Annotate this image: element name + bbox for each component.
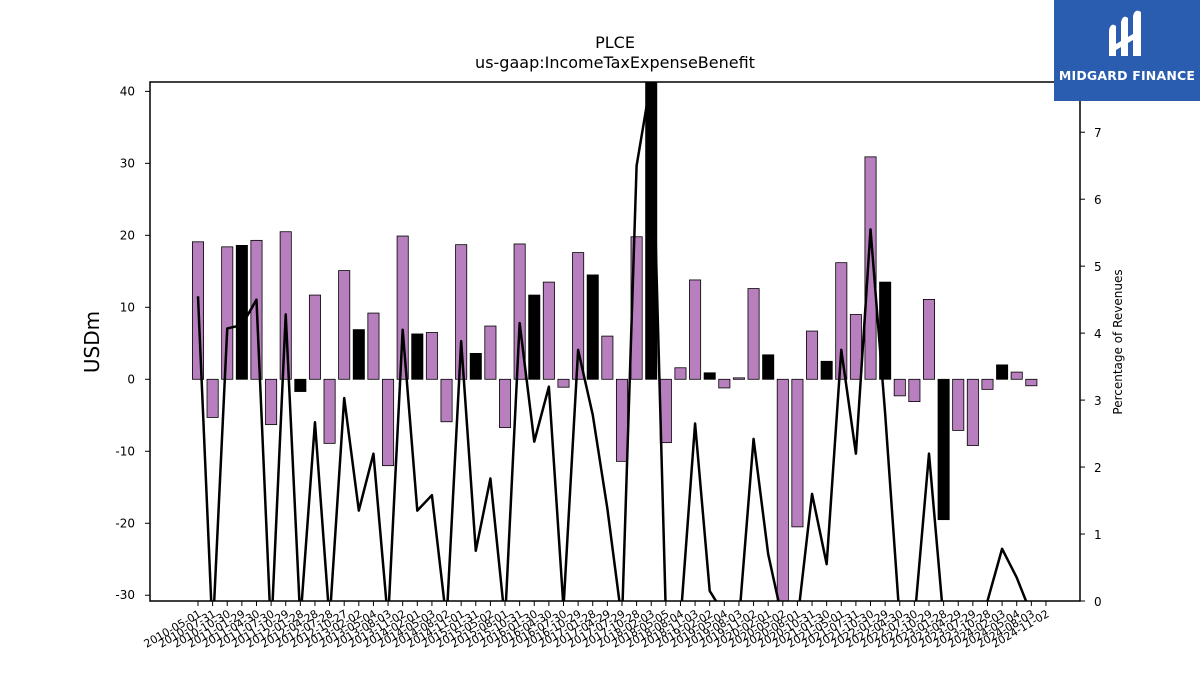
bar xyxy=(718,378,731,389)
bar xyxy=(849,314,862,380)
y-tick-label-right: 4 xyxy=(1094,327,1102,341)
bar xyxy=(1025,378,1038,387)
y-tick-label: 10 xyxy=(120,300,135,314)
bar xyxy=(966,378,979,446)
bar xyxy=(440,378,453,423)
bar xyxy=(615,378,628,462)
bar xyxy=(703,372,716,380)
bar xyxy=(937,378,950,521)
logo: MIDGARD FINANCE xyxy=(1054,0,1200,101)
bar xyxy=(411,333,424,380)
y-tick-label: 0 xyxy=(127,372,135,386)
bar xyxy=(382,378,395,467)
bar xyxy=(396,235,409,380)
y-tick-label-right: 3 xyxy=(1094,394,1102,408)
bar xyxy=(747,288,760,380)
bar xyxy=(367,312,380,380)
bar xyxy=(952,378,965,431)
bar xyxy=(528,294,541,380)
y-tick-label-right: 7 xyxy=(1094,126,1102,140)
bar xyxy=(864,156,877,380)
bar xyxy=(572,252,585,380)
bar xyxy=(484,325,497,380)
bar xyxy=(542,281,555,380)
bar xyxy=(981,378,994,390)
bar xyxy=(674,367,687,380)
bar xyxy=(294,378,307,392)
bar xyxy=(235,244,248,380)
axes: -30-20-10010203040012345672010-05-012010… xyxy=(115,81,1102,651)
midgard-logo-icon xyxy=(1109,10,1141,57)
bar xyxy=(762,354,775,380)
y-tick-label-right: 1 xyxy=(1094,528,1102,542)
y-tick-label: 30 xyxy=(120,156,135,170)
bar xyxy=(499,378,512,428)
line-series xyxy=(196,82,1028,601)
chart-subtitle: us-gaap:IncomeTaxExpenseBenefit xyxy=(475,53,755,72)
bar xyxy=(645,82,658,380)
bar xyxy=(323,378,336,444)
bar xyxy=(338,270,351,380)
y-tick-label: 20 xyxy=(120,228,135,242)
bar xyxy=(1010,371,1023,380)
plot-frame xyxy=(149,81,1081,602)
line xyxy=(196,82,1028,601)
y-axis-label: USDm xyxy=(80,311,104,373)
bar xyxy=(908,378,921,403)
chart-title: PLCE xyxy=(595,33,635,52)
bar xyxy=(265,378,278,426)
bar xyxy=(776,378,789,601)
y-tick-label: -20 xyxy=(115,516,135,530)
bar xyxy=(586,274,599,380)
bar xyxy=(557,378,570,388)
bar xyxy=(893,378,906,397)
bar xyxy=(279,231,292,380)
y-tick-label-right: 6 xyxy=(1094,193,1102,207)
y-tick-label-right: 5 xyxy=(1094,260,1102,274)
bar xyxy=(455,244,468,380)
bar xyxy=(601,335,614,380)
bar xyxy=(791,378,804,528)
y-axis-label-right: Percentage of Revenues xyxy=(1111,269,1125,414)
bar xyxy=(352,329,365,380)
y-tick-label: -30 xyxy=(115,588,135,602)
bar xyxy=(835,262,848,380)
bar xyxy=(689,279,702,380)
bar xyxy=(996,364,1009,380)
y-tick-label-right: 0 xyxy=(1094,595,1102,609)
bar-series xyxy=(191,82,1038,601)
bar xyxy=(923,298,936,380)
bar xyxy=(221,246,234,380)
logo-text: MIDGARD FINANCE xyxy=(1058,68,1196,83)
y-tick-label-right: 2 xyxy=(1094,461,1102,475)
bar xyxy=(206,378,219,418)
y-tick-label: -10 xyxy=(115,444,135,458)
bar xyxy=(820,360,833,380)
y-tick-label: 40 xyxy=(120,84,135,98)
bar xyxy=(425,332,438,380)
bar xyxy=(806,330,819,380)
bar xyxy=(469,352,482,380)
bar xyxy=(732,377,745,380)
bar xyxy=(308,294,321,380)
bar xyxy=(513,243,526,380)
